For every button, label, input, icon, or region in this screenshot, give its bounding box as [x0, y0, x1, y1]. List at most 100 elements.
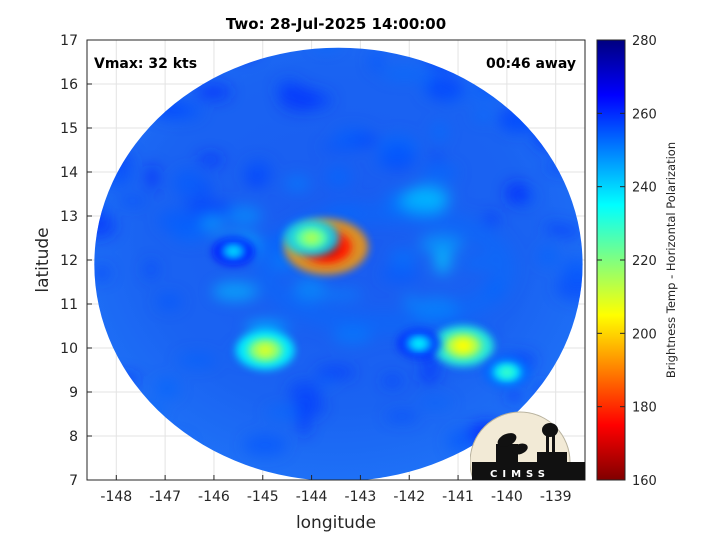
x-axis-ticks: -148 -147 -146 -145 -144 -143 -142 -141 -140 -139: [100, 475, 572, 505]
y-tick-label: 10: [60, 341, 78, 357]
x-tick-label: -148: [100, 489, 132, 505]
x-tick-label: -141: [442, 489, 474, 505]
cloud-texture-cell: [94, 266, 111, 281]
convective-core: [397, 329, 441, 359]
cloud-texture-cell: [429, 152, 445, 162]
cloud-texture-cell: [325, 165, 352, 188]
cloud-texture-cell: [419, 234, 464, 254]
cloud-texture-cell: [558, 225, 581, 238]
cloud-texture-cell: [284, 175, 311, 192]
microwave-swath: [94, 47, 583, 480]
swath-texture: [94, 47, 583, 480]
y-tick-label: 13: [60, 209, 78, 225]
x-tick-label: -144: [296, 489, 328, 505]
cloud-texture-cell: [483, 212, 500, 228]
colorbar-tick-label: 180: [632, 401, 657, 416]
colorbar-ticks: 160 180 200 220 240 260 280: [597, 34, 657, 489]
cloud-texture-cell: [370, 50, 384, 73]
x-axis-label: longitude: [296, 513, 376, 533]
cloud-texture-cell: [118, 195, 147, 206]
cloud-texture-cell: [377, 134, 419, 161]
cloud-texture-cell: [385, 411, 419, 422]
cloud-texture-cell: [318, 290, 363, 300]
y-tick-label: 11: [60, 297, 78, 313]
cloud-texture-cell: [381, 264, 420, 284]
cloud-texture-cell: [419, 367, 440, 383]
dark-band: [257, 206, 512, 331]
colorbar-tick-label: 280: [632, 34, 657, 49]
y-tick-label: 16: [60, 77, 78, 93]
cloud-texture-cell: [427, 76, 464, 101]
x-tick-label: -142: [393, 489, 425, 505]
cimss-logo-text: CIMSS: [490, 469, 550, 480]
convective-core: [482, 356, 531, 389]
colorbar-tick-label: 200: [632, 327, 657, 342]
vmax-annotation: Vmax: 32 kts: [94, 56, 197, 72]
cloud-texture-cell: [293, 277, 326, 302]
y-tick-label: 9: [69, 385, 78, 401]
cloud-texture-cell: [555, 273, 583, 302]
cloud-texture-cell: [381, 68, 427, 81]
cloud-texture-cell: [381, 374, 403, 388]
cloud-texture-cell: [431, 121, 448, 143]
y-tick-label: 17: [60, 33, 78, 49]
colorbar-label: Brightness Temp - Horizontal Polarizatio…: [664, 142, 678, 378]
convective-core: [235, 330, 295, 370]
cloud-texture-cell: [156, 293, 183, 310]
time-away-annotation: 00:46 away: [486, 56, 576, 72]
cloud-texture-cell: [245, 323, 281, 334]
cloud-texture-cell: [421, 164, 458, 182]
cloud-texture-cell: [288, 380, 322, 404]
cloud-texture-cell: [315, 365, 356, 380]
cloud-texture-cell: [158, 208, 203, 234]
cloud-texture-cell: [403, 295, 417, 309]
convective-core: [212, 237, 255, 266]
cloud-texture-cell: [434, 247, 451, 274]
cloud-texture-cell: [194, 83, 232, 102]
chart-title: Two: 28-Jul-2025 14:00:00: [226, 15, 446, 33]
cloud-texture-cell: [272, 257, 287, 268]
cloud-texture-cell: [181, 198, 210, 207]
cloud-texture-cell: [505, 181, 529, 205]
x-tick-label: -146: [198, 489, 230, 505]
colorbar-tick-label: 260: [632, 107, 657, 122]
cloud-texture-cell: [389, 247, 418, 269]
cloud-texture-cell: [145, 164, 159, 191]
colorbar-tick-label: 160: [632, 474, 657, 489]
cloud-texture-cell: [227, 206, 262, 226]
cloud-texture-cell: [418, 398, 453, 408]
cloud-texture-cell: [155, 377, 180, 399]
x-tick-label: -139: [540, 489, 572, 505]
cloud-texture-cell: [372, 156, 417, 169]
cimss-logo: CIMSS: [470, 411, 585, 480]
x-tick-label: -143: [345, 489, 377, 505]
cloud-texture-cell: [538, 246, 558, 267]
y-tick-label: 12: [60, 253, 78, 269]
cloud-texture-cell: [94, 213, 116, 239]
y-axis-label: latitude: [33, 227, 53, 292]
cloud-texture-cell: [561, 257, 583, 283]
colorbar-tick-label: 240: [632, 181, 657, 196]
convective-core: [432, 325, 494, 367]
cloud-texture-cell: [173, 169, 202, 197]
cloud-texture-cell: [243, 434, 288, 457]
y-tick-label: 15: [60, 121, 78, 137]
cloud-texture-cell: [505, 391, 524, 402]
convection-features: [212, 218, 531, 389]
cloud-texture-cell: [177, 353, 217, 368]
x-tick-label: -140: [491, 489, 523, 505]
colorbar-tick-label: 220: [632, 254, 657, 269]
convective-core: [283, 219, 340, 257]
x-tick-label: -145: [247, 489, 279, 505]
y-tick-label: 8: [69, 429, 78, 445]
cloud-texture-cell: [279, 85, 318, 112]
y-tick-label: 7: [69, 473, 78, 489]
cloud-texture-cell: [212, 281, 259, 302]
y-tick-label: 14: [60, 165, 78, 181]
y-axis-ticks: 7 8 9 10 11 12 13 14 15 16 17: [60, 33, 92, 489]
cloud-texture-cell: [332, 325, 372, 345]
x-tick-label: -147: [149, 489, 181, 505]
cloud-texture-cell: [144, 260, 158, 279]
cloud-texture-cell: [243, 159, 273, 188]
